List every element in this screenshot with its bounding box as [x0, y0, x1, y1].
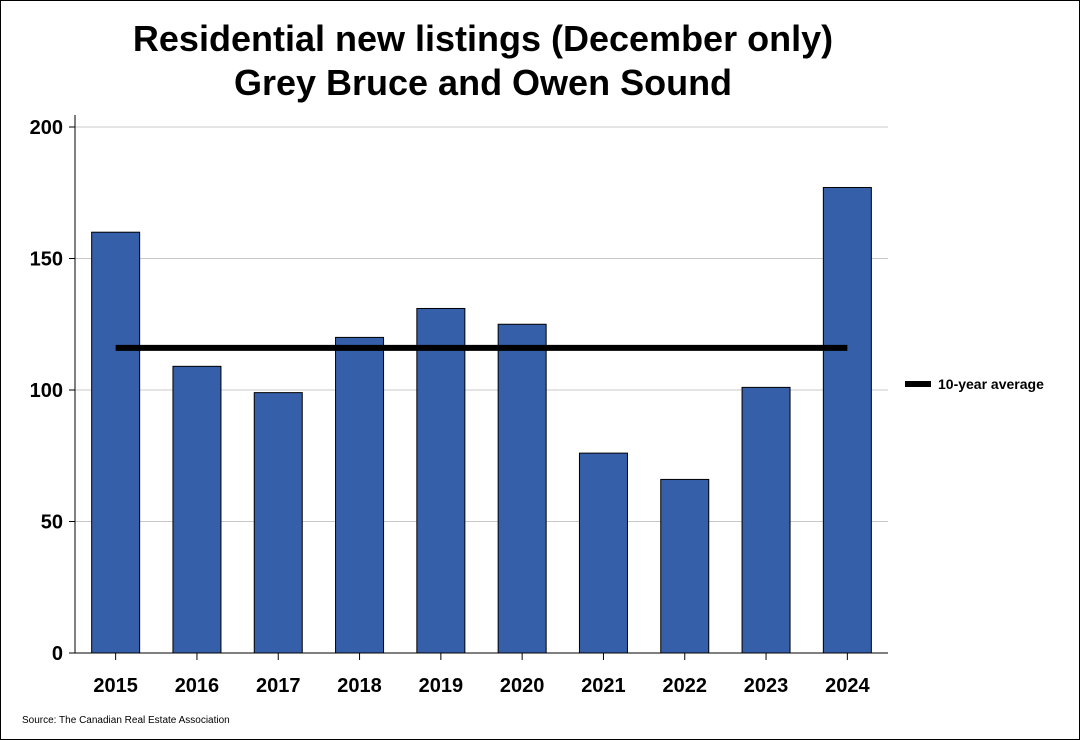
x-tick-label-2020: 2020	[500, 675, 545, 697]
bar-2021	[578, 452, 628, 654]
bar-2020	[497, 323, 547, 654]
y-tick-label-50: 50	[41, 512, 63, 534]
x-tick-label-2019: 2019	[419, 675, 464, 697]
x-tick-label-2018: 2018	[337, 675, 382, 697]
bar-2024	[822, 186, 872, 654]
x-tick-label-2021: 2021	[581, 675, 626, 697]
bar-2019	[416, 307, 466, 654]
chart-subtitle: Grey Bruce and Owen Sound	[234, 62, 732, 103]
bar-2017	[253, 392, 303, 654]
bar-2015	[91, 231, 141, 654]
bars	[91, 186, 872, 654]
x-tick-label-2023: 2023	[744, 675, 789, 697]
x-tick-labels: 2015 2016 2017 2018 2019 2020 2021 2022 2023 2024	[93, 653, 870, 697]
legend: 10-year average	[905, 376, 1044, 392]
source-note: Source: The Canadian Real Estate Associa…	[22, 715, 230, 726]
x-tick-label-2015: 2015	[93, 675, 138, 697]
chart-title: Residential new listings (December only)	[133, 18, 833, 59]
legend-label-10-year-average: 10-year average	[938, 376, 1044, 392]
y-tick-label-200: 200	[30, 117, 63, 139]
y-tick-label-150: 150	[30, 249, 63, 271]
x-tick-label-2024: 2024	[825, 675, 870, 697]
x-tick-label-2016: 2016	[175, 675, 220, 697]
bar-2016	[172, 365, 222, 654]
bar-2022	[660, 478, 710, 654]
bar-2018	[335, 336, 385, 654]
y-tick-label-0: 0	[52, 643, 63, 665]
x-tick-label-2017: 2017	[256, 675, 301, 697]
axes	[74, 115, 888, 654]
bar-2023	[741, 386, 791, 654]
y-tick-label-100: 100	[30, 380, 63, 402]
y-tick-labels: 0 50 100 150 200	[30, 117, 75, 665]
x-tick-label-2022: 2022	[663, 675, 708, 697]
